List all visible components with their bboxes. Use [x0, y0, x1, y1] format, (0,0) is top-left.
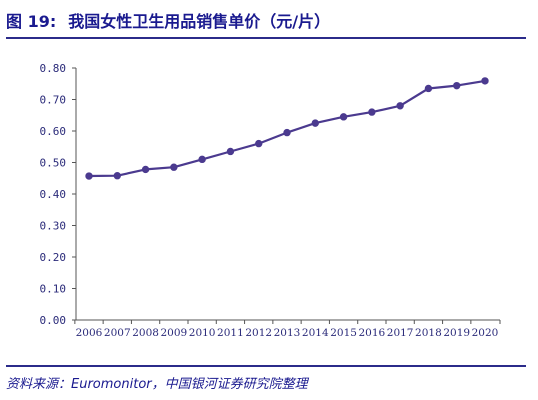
y-tick-label: 0.50 [40, 157, 67, 170]
figure-title-text: 我国女性卫生用品销售单价（元/片） [68, 12, 331, 31]
x-tick-label: 2018 [415, 327, 442, 339]
data-point [453, 81, 461, 90]
x-tick-label: 2009 [160, 327, 187, 339]
y-tick-label: 0.30 [40, 220, 67, 233]
y-axis: 0.00 0.10 0.20 0.30 0.40 0.50 0.60 0.70 0.80 [40, 62, 77, 327]
y-tick-label: 0.60 [40, 125, 67, 138]
data-point [226, 147, 235, 156]
x-tick-label: 2013 [274, 327, 301, 339]
x-tick-label: 2020 [472, 327, 499, 339]
data-point [396, 102, 404, 110]
data-point [170, 163, 178, 171]
figure-title: 图 19: 我国女性卫生用品销售单价（元/片） [6, 8, 532, 32]
y-tick-label: 0.80 [40, 62, 67, 75]
data-point [283, 128, 291, 137]
data-point [255, 139, 263, 148]
x-tick-label: 2012 [245, 327, 272, 339]
x-tick-label: 2019 [443, 327, 470, 339]
data-point [481, 77, 489, 85]
data-point [311, 119, 319, 127]
x-tick-label: 2007 [104, 327, 131, 339]
x-tick-label: 2017 [387, 327, 414, 339]
data-point [113, 172, 121, 180]
y-tick-label: 0.20 [40, 251, 67, 264]
series [85, 77, 489, 180]
x-tick-label: 2008 [132, 327, 159, 339]
y-tick-label: 0.00 [40, 314, 67, 327]
x-tick-label: 2011 [217, 327, 244, 339]
x-tick-label: 2016 [358, 327, 385, 339]
x-tick-label: 2015 [330, 327, 357, 339]
data-point [198, 155, 206, 164]
data-point [368, 108, 376, 116]
y-tick-label: 0.40 [40, 188, 67, 201]
series-line [88, 79, 486, 178]
y-tick-label: 0.70 [40, 94, 67, 107]
figure-number: 图 19: [6, 12, 57, 31]
x-axis: 2006 2007 2008 2009 2010 2011 2012 2013 2014 2015… [74, 319, 501, 339]
data-point [424, 84, 433, 93]
source-divider [6, 365, 526, 367]
data-point [141, 165, 150, 174]
x-tick-label: 2010 [189, 327, 216, 339]
data-point [85, 172, 93, 180]
figure-source: 资料来源：Euromonitor，中国银河证券研究院整理 [6, 377, 308, 392]
title-divider [6, 37, 526, 39]
x-tick-label: 2014 [302, 327, 329, 339]
x-tick-label: 2006 [76, 327, 103, 339]
y-tick-label: 0.10 [40, 283, 67, 296]
data-point [339, 113, 348, 121]
